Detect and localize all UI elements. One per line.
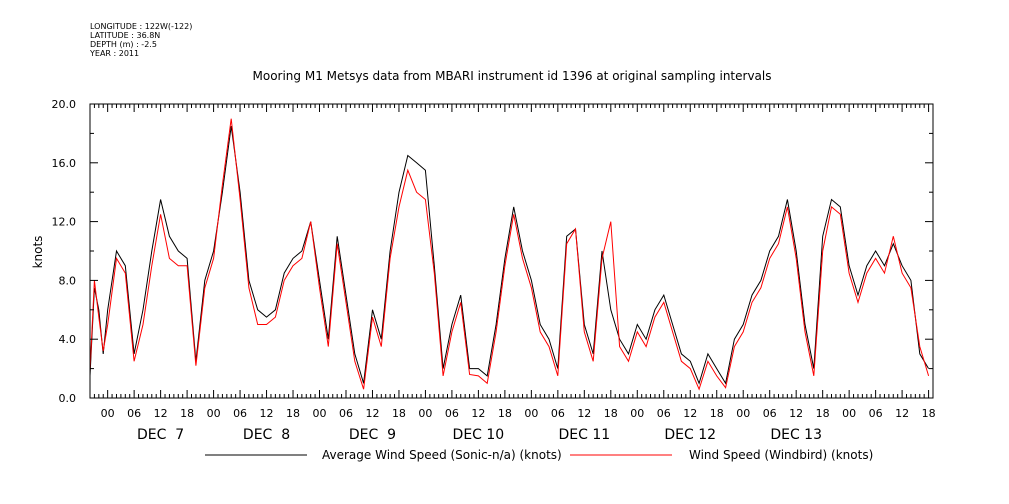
x-hour-label: 00 — [736, 407, 750, 420]
x-hour-label: 06 — [763, 407, 777, 420]
x-hour-label: 12 — [154, 407, 168, 420]
latitude-label: LATITUDE : 36.8N — [90, 31, 161, 40]
x-hour-label: 12 — [789, 407, 803, 420]
x-hour-label: 06 — [445, 407, 459, 420]
x-day-label: DEC 7 — [137, 427, 184, 443]
x-hour-label: 00 — [418, 407, 432, 420]
x-day-label: DEC 8 — [243, 427, 290, 443]
x-hour-label: 06 — [339, 407, 353, 420]
x-hour-label: 06 — [127, 407, 141, 420]
y-tick-label: 20.0 — [52, 98, 77, 111]
plot-frame — [89, 103, 934, 399]
x-hour-label: 18 — [710, 407, 724, 420]
chart-title: Mooring M1 Metsys data from MBARI instru… — [253, 69, 772, 83]
legend-label-windbird: Wind Speed (Windbird) (knots) — [689, 448, 873, 462]
x-day-label: DEC 10 — [453, 427, 505, 443]
x-day-label: DEC 11 — [558, 427, 610, 443]
depth-label: DEPTH (m) : -2.5 — [90, 40, 157, 49]
y-tick-label: 16.0 — [52, 157, 77, 170]
series-line-windbird — [89, 118, 930, 391]
x-hour-label: 12 — [577, 407, 591, 420]
x-hour-label: 06 — [551, 407, 565, 420]
series-line-average-wind — [89, 126, 930, 385]
longitude-label: LONGITUDE : 122W(-122) — [90, 22, 193, 31]
x-hour-label: 12 — [683, 407, 697, 420]
x-day-label: DEC 12 — [664, 427, 716, 443]
x-hour-label: 00 — [313, 407, 327, 420]
x-day-label: DEC 9 — [349, 427, 396, 443]
year-label: YEAR : 2011 — [90, 49, 140, 58]
x-hour-label: 18 — [604, 407, 618, 420]
x-hour-label: 06 — [869, 407, 883, 420]
x-hour-label: 00 — [524, 407, 538, 420]
x-hour-label: 00 — [630, 407, 644, 420]
y-tick-label: 0.0 — [59, 392, 77, 405]
y-tick-label: 12.0 — [52, 216, 77, 229]
legend-label-average-wind: Average Wind Speed (Sonic-n/a) (knots) — [322, 448, 562, 462]
x-hour-label: 12 — [471, 407, 485, 420]
y-tick-label: 8.0 — [59, 274, 77, 287]
x-hour-label: 18 — [922, 407, 936, 420]
y-axis-label: knots — [31, 236, 45, 269]
x-day-label: DEC 13 — [770, 427, 822, 443]
x-hour-label: 06 — [233, 407, 247, 420]
x-hour-label: 18 — [286, 407, 300, 420]
legend: Average Wind Speed (Sonic-n/a) (knots) W… — [205, 448, 873, 462]
x-hour-label: 18 — [816, 407, 830, 420]
x-hour-label: 18 — [498, 407, 512, 420]
x-hour-label: 06 — [657, 407, 671, 420]
x-hour-label: 18 — [180, 407, 194, 420]
x-hour-label: 12 — [260, 407, 274, 420]
x-hour-label: 00 — [101, 407, 115, 420]
x-hour-label: 00 — [842, 407, 856, 420]
x-hour-label: 18 — [392, 407, 406, 420]
x-hour-label: 00 — [207, 407, 221, 420]
x-hour-label: 12 — [895, 407, 909, 420]
y-tick-label: 4.0 — [59, 333, 77, 346]
x-hour-label: 12 — [365, 407, 379, 420]
